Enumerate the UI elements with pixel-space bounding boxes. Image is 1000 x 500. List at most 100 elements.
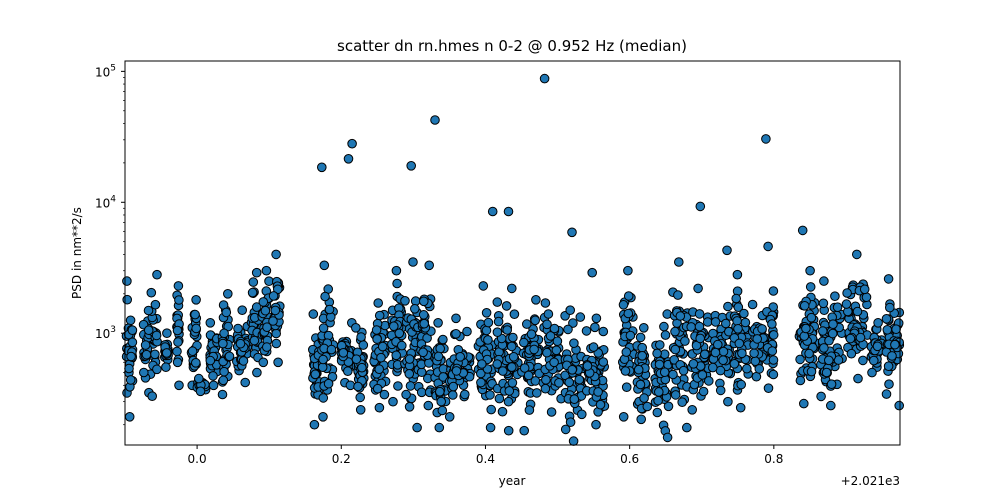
data-point bbox=[173, 281, 184, 291]
data-point bbox=[564, 377, 575, 388]
data-point bbox=[761, 134, 771, 144]
y-tick-label: 103 bbox=[95, 325, 116, 341]
data-point bbox=[355, 405, 366, 415]
data-point bbox=[173, 337, 183, 347]
data-point bbox=[680, 336, 690, 346]
data-point bbox=[560, 424, 571, 435]
data-point bbox=[147, 391, 157, 402]
data-point bbox=[191, 358, 201, 368]
data-point bbox=[460, 389, 470, 400]
data-point bbox=[565, 417, 576, 428]
data-point bbox=[143, 325, 154, 336]
data-point bbox=[125, 375, 136, 385]
data-point bbox=[519, 337, 529, 348]
data-point bbox=[481, 308, 492, 318]
data-point bbox=[635, 379, 646, 390]
data-point bbox=[124, 363, 134, 374]
data-point bbox=[795, 375, 806, 386]
data-point bbox=[433, 318, 443, 328]
data-point bbox=[493, 316, 504, 327]
data-point bbox=[122, 294, 132, 305]
data-point bbox=[424, 260, 435, 271]
data-point bbox=[670, 326, 680, 337]
data-point bbox=[881, 389, 892, 399]
data-point bbox=[389, 321, 399, 332]
data-point bbox=[531, 295, 541, 305]
data-point bbox=[508, 332, 518, 343]
data-point bbox=[208, 380, 219, 391]
data-point bbox=[503, 206, 514, 217]
data-point bbox=[577, 409, 587, 420]
x-tick-label: 0.6 bbox=[620, 452, 639, 466]
data-point bbox=[317, 162, 327, 173]
data-point bbox=[374, 402, 385, 413]
data-point bbox=[187, 346, 198, 357]
data-point bbox=[194, 373, 204, 384]
data-point bbox=[710, 317, 721, 327]
y-axis: 103 104 105 bbox=[95, 63, 125, 426]
data-point bbox=[139, 367, 149, 378]
data-point bbox=[430, 115, 440, 125]
data-point bbox=[704, 376, 714, 386]
data-point bbox=[523, 370, 534, 381]
data-point bbox=[161, 362, 171, 373]
data-point bbox=[733, 302, 744, 313]
data-point bbox=[451, 366, 462, 376]
data-point bbox=[655, 340, 665, 350]
data-point bbox=[507, 283, 517, 294]
data-point bbox=[127, 337, 138, 348]
data-point bbox=[172, 357, 183, 368]
data-point bbox=[435, 386, 445, 397]
data-point bbox=[416, 387, 427, 398]
data-point bbox=[590, 322, 600, 333]
data-point bbox=[869, 355, 879, 366]
data-point bbox=[235, 338, 246, 349]
data-point bbox=[320, 291, 330, 302]
data-point bbox=[373, 298, 384, 308]
data-point bbox=[733, 324, 743, 334]
data-point bbox=[249, 335, 260, 346]
data-point bbox=[695, 333, 706, 344]
data-point bbox=[818, 298, 829, 309]
data-point bbox=[768, 355, 779, 365]
data-point bbox=[885, 302, 895, 313]
data-point bbox=[852, 306, 863, 317]
data-point bbox=[618, 300, 629, 310]
data-point bbox=[637, 351, 648, 361]
data-point bbox=[552, 336, 563, 347]
data-point bbox=[654, 359, 665, 370]
data-point bbox=[708, 362, 718, 373]
data-point bbox=[718, 355, 728, 366]
data-point bbox=[549, 357, 559, 368]
data-point bbox=[270, 305, 281, 316]
data-point bbox=[732, 269, 743, 280]
data-point bbox=[797, 225, 808, 236]
data-point bbox=[639, 323, 649, 333]
data-point bbox=[853, 373, 863, 384]
data-point bbox=[444, 412, 455, 422]
data-point bbox=[438, 334, 448, 345]
data-point bbox=[737, 348, 747, 359]
data-point bbox=[150, 299, 161, 310]
data-point bbox=[318, 412, 328, 422]
data-point bbox=[374, 364, 385, 375]
data-point bbox=[763, 241, 773, 252]
data-point bbox=[890, 339, 900, 350]
data-point bbox=[485, 390, 495, 400]
data-point bbox=[582, 361, 593, 371]
data-point bbox=[172, 346, 182, 357]
data-point bbox=[519, 425, 530, 436]
data-point bbox=[195, 386, 206, 397]
data-point bbox=[405, 381, 416, 391]
data-point bbox=[722, 245, 732, 256]
data-point bbox=[487, 206, 498, 217]
data-point bbox=[486, 404, 497, 415]
data-point bbox=[376, 352, 386, 363]
data-point bbox=[141, 349, 152, 360]
data-point bbox=[539, 73, 550, 84]
data-point bbox=[623, 308, 634, 319]
data-point bbox=[747, 299, 758, 310]
data-point bbox=[219, 328, 229, 339]
data-point bbox=[151, 330, 162, 341]
data-point bbox=[477, 359, 487, 369]
